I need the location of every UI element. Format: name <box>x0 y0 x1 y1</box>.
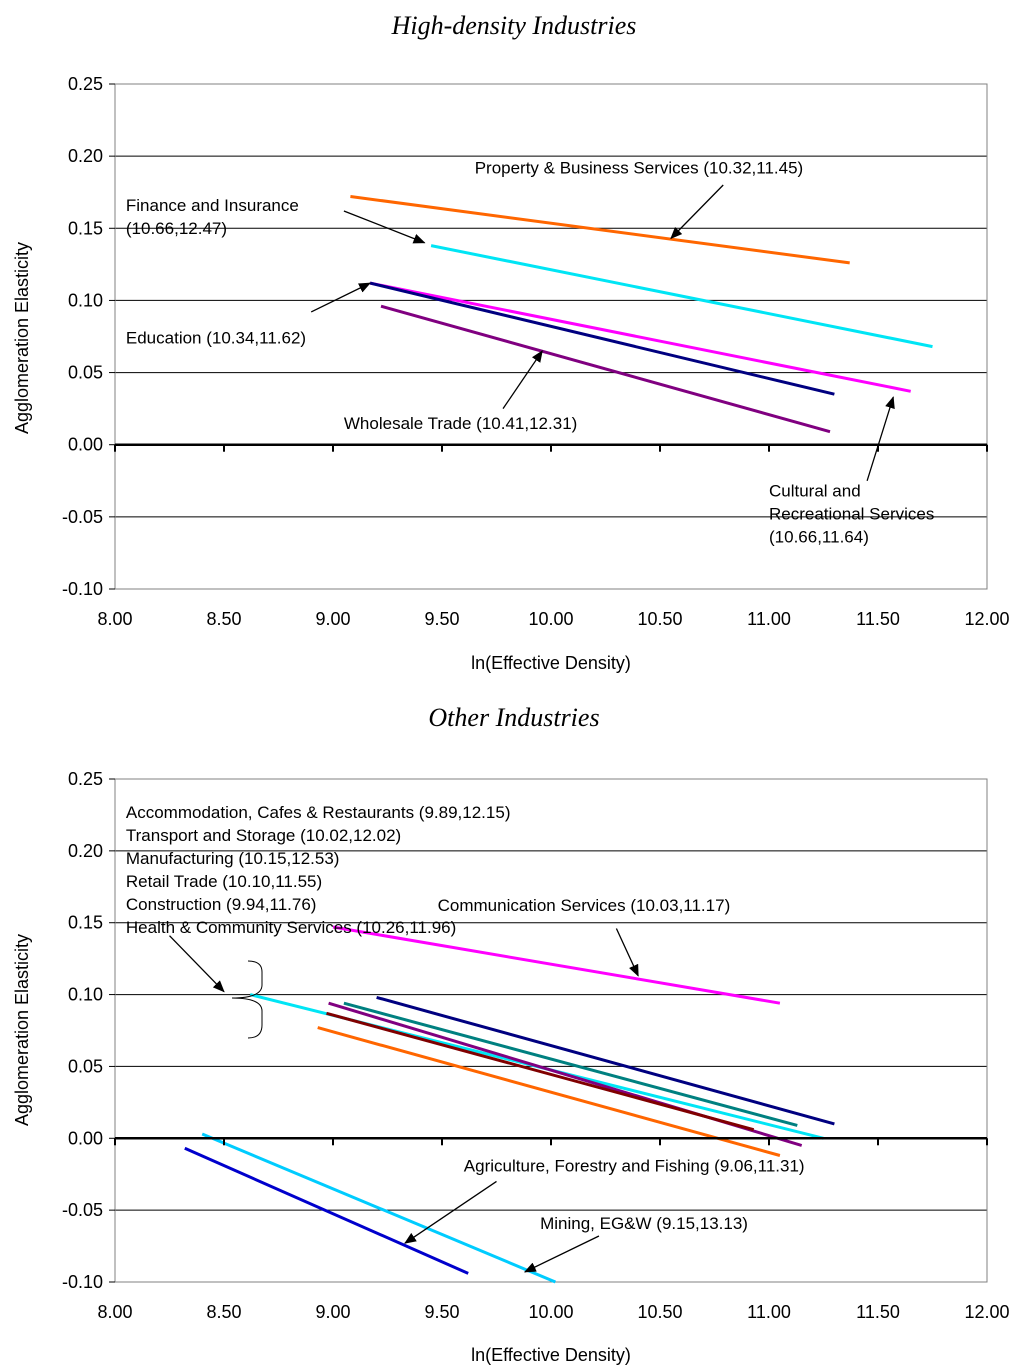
y-tick-label: -0.05 <box>62 507 103 527</box>
y-tick-label: 0.00 <box>68 1128 103 1148</box>
annotation-label: Health & Community Services (10.26,11.96… <box>126 918 456 937</box>
y-tick-label: 0.25 <box>68 769 103 789</box>
y-tick-label: 0.05 <box>68 363 103 383</box>
y-tick-label: 0.05 <box>68 1056 103 1076</box>
y-tick-labels: 0.25 0.20 0.15 0.10 0.05 0.00 -0.05 -0.10 <box>62 769 103 1292</box>
x-tick-label: 10.00 <box>528 609 573 629</box>
annotation-arrow <box>616 928 638 975</box>
series-line-3 <box>370 283 834 394</box>
x-tick-label: 9.50 <box>424 609 459 629</box>
annotation-label: Construction (9.94,11.76) <box>126 895 317 914</box>
x-tick-labels: 8.00 8.50 9.00 9.50 10.00 10.50 11.00 11.50 12.0… <box>97 609 1009 629</box>
annotation-label: Retail Trade (10.10,11.55) <box>126 872 322 891</box>
series-line-8 <box>185 1148 468 1273</box>
series-line-0 <box>333 927 780 1003</box>
x-tick-label: 12.00 <box>964 1302 1009 1322</box>
y-tick-label: 0.15 <box>68 218 103 238</box>
x-axis-label: ln(Effective Density) <box>471 1345 631 1365</box>
x-tick-label: 8.50 <box>206 609 241 629</box>
annotation-label: Transport and Storage (10.02,12.02) <box>126 826 401 845</box>
bracket <box>232 961 262 1038</box>
y-tick-label: -0.05 <box>62 1200 103 1220</box>
chart-title: Other Industries <box>428 703 599 732</box>
x-tick-label: 10.50 <box>637 609 682 629</box>
y-tick-label: 0.25 <box>68 74 103 94</box>
annotation-label: Manufacturing (10.15,12.53) <box>126 849 340 868</box>
y-tick-label: 0.10 <box>68 290 103 310</box>
y-tick-label: -0.10 <box>62 1272 103 1292</box>
annotation-arrow <box>311 283 370 312</box>
annotation-arrow <box>503 351 542 409</box>
annotation-label: Wholesale Trade (10.41,12.31) <box>344 414 577 433</box>
annotation-label: Education (10.34,11.62) <box>126 329 306 348</box>
series-line-1 <box>377 997 835 1124</box>
x-tick-label: 11.00 <box>747 609 791 629</box>
annotation-label: Cultural and <box>769 482 861 501</box>
x-tick-label: 11.50 <box>856 1302 900 1322</box>
x-tick-label: 12.00 <box>964 609 1009 629</box>
series-line-6 <box>318 1028 780 1156</box>
annotation-label: Property & Business Services (10.32,11.4… <box>475 158 804 177</box>
other-industries-chart: Other Industries 0.25 0.20 0.15 0.10 0.05 0.0… <box>12 703 1010 1365</box>
y-tick-label: 0.20 <box>68 841 103 861</box>
annotation-label: Recreational Services <box>769 505 934 524</box>
annotation-arrow <box>671 185 723 238</box>
annotation-label: Finance and Insurance <box>126 196 299 215</box>
annotation-label: (10.66,12.47) <box>126 219 227 238</box>
y-tick-labels: 0.25 0.20 0.15 0.10 0.05 0.00 -0.05 -0.10 <box>62 74 103 599</box>
chart-title: High-density Industries <box>391 11 637 40</box>
series-line-5 <box>327 1013 754 1129</box>
x-tick-label: 8.00 <box>97 609 132 629</box>
annotation-label: Communication Services (10.03,11.17) <box>438 896 731 915</box>
x-tick-label: 8.50 <box>206 1302 241 1322</box>
series-line-1 <box>431 246 932 347</box>
x-tick-label: 8.00 <box>97 1302 132 1322</box>
y-tick-label: 0.10 <box>68 985 103 1005</box>
annotation-label: Accommodation, Cafes & Restaurants (9.89… <box>126 803 511 822</box>
y-axis-label: Agglomeration Elasticity <box>12 242 32 434</box>
x-tick-label: 9.00 <box>315 1302 350 1322</box>
annotation-arrow <box>405 1181 497 1243</box>
annotations: Property & Business Services (10.32,11.4… <box>126 158 934 546</box>
x-tick-labels: 8.00 8.50 9.00 9.50 10.00 10.50 11.00 11.50 12.0… <box>97 1302 1009 1322</box>
y-tick-label: 0.20 <box>68 146 103 166</box>
annotation-arrow <box>170 936 225 992</box>
annotation-arrow <box>867 397 893 481</box>
high-density-chart: High-density Industries 0.25 0.20 0.15 0.10… <box>12 11 1010 673</box>
series-line-2 <box>344 1003 797 1125</box>
y-axis-label: Agglomeration Elasticity <box>12 934 32 1126</box>
annotation-label: Agriculture, Forestry and Fishing (9.06,… <box>464 1156 805 1175</box>
x-tick-label: 11.50 <box>856 609 900 629</box>
x-tick-label: 10.00 <box>528 1302 573 1322</box>
series-line-2 <box>370 283 911 391</box>
y-tick-label: 0.00 <box>68 435 103 455</box>
x-tick-label: 9.00 <box>315 609 350 629</box>
series-lines <box>350 197 932 432</box>
x-tick-label: 11.00 <box>747 1302 791 1322</box>
annotation-arrow <box>344 211 425 243</box>
annotation-label: Mining, EG&W (9.15,13.13) <box>540 1214 748 1233</box>
x-tick-label: 9.50 <box>424 1302 459 1322</box>
y-tick-label: 0.15 <box>68 913 103 933</box>
x-axis-label: ln(Effective Density) <box>471 653 631 673</box>
annotation-arrow <box>525 1236 599 1272</box>
series-line-0 <box>350 197 849 263</box>
x-tick-label: 10.50 <box>637 1302 682 1322</box>
annotation-label: (10.66,11.64) <box>769 528 869 547</box>
y-tick-label: -0.10 <box>62 579 103 599</box>
